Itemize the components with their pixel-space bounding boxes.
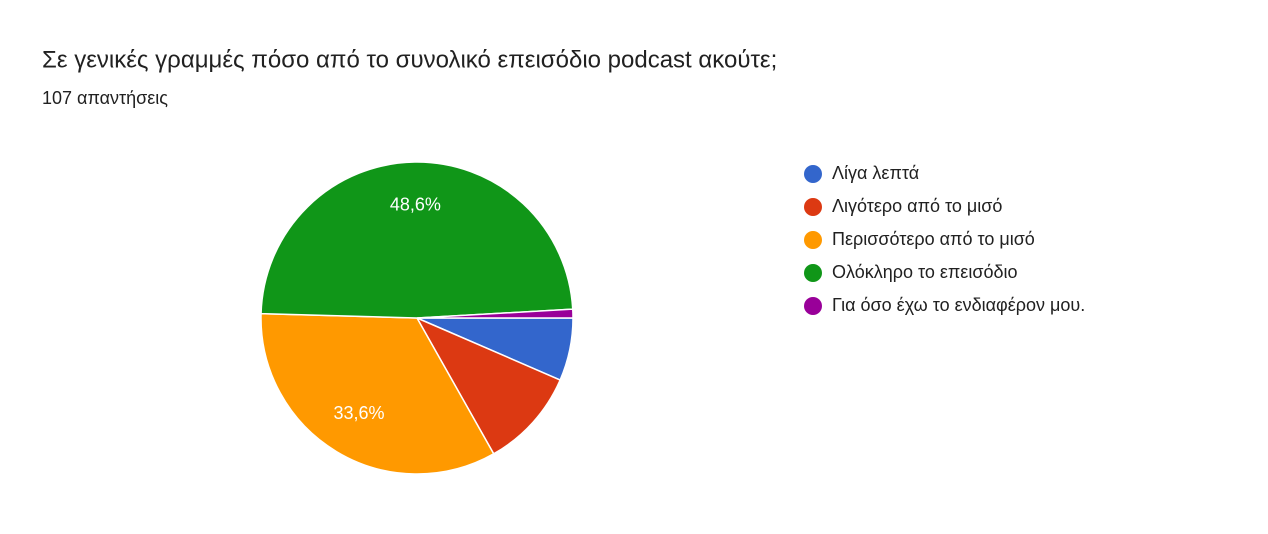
legend-label: Περισσότερο από το μισό [832,229,1035,249]
legend-label: Λιγότερο από το μισό [832,196,1002,216]
pie-slice [415,316,562,455]
legend-marker [804,297,822,315]
legend-marker [804,165,822,183]
legend-label: Ολόκληρο το επεισόδιο [832,262,1017,282]
chart-title: Σε γενικές γραμμές πόσο από το συνολικό … [42,46,777,73]
legend-label: Για όσο έχω το ενδιαφέρον μου. [832,295,1085,315]
value-label: 48,6% [390,194,441,214]
legend-marker [804,231,822,249]
pie-slice [416,308,574,319]
value-label: 33,6% [333,403,384,423]
pie-slice [260,312,495,475]
chart-subtitle: 107 απαντήσεις [42,88,168,108]
legend-marker [804,264,822,282]
legend-label: Λίγα λεπτά [832,163,919,183]
pie-slice [260,161,574,319]
legend-marker [804,198,822,216]
